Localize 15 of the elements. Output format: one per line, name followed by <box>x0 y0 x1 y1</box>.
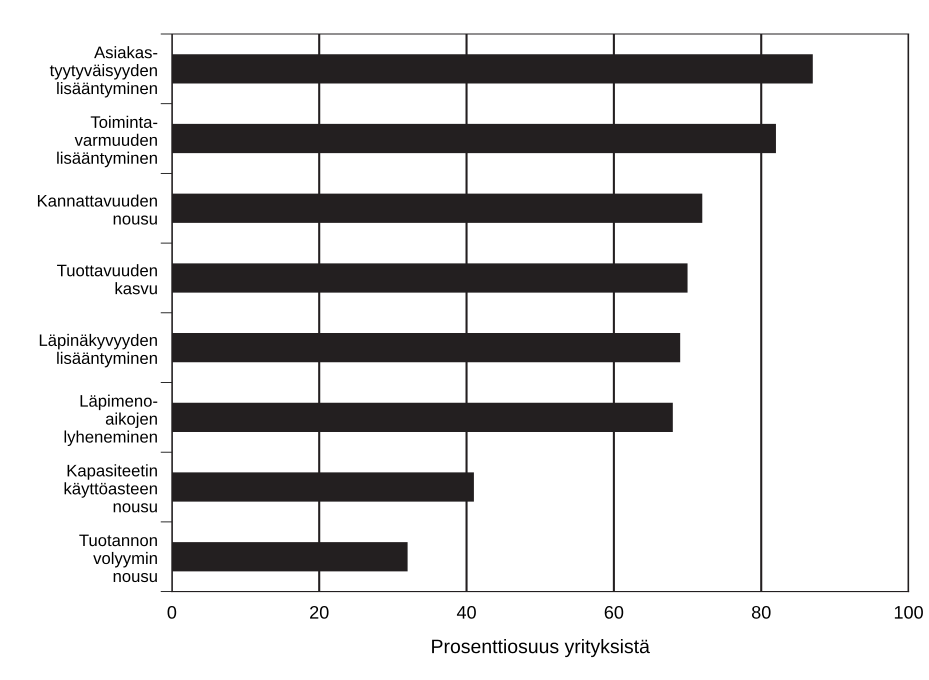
x-tick-label: 80 <box>752 606 771 619</box>
y-tick-label: Toiminta- varmuuden lisääntyminen <box>57 116 158 168</box>
x-tick-label: 100 <box>894 606 923 619</box>
y-tick-label: Kapasiteetin käyttöasteen nousu <box>64 464 157 512</box>
y-tick-label: Tuotannon volyymin nousu <box>79 534 157 582</box>
y-tick-label: Läpinäkyvyyden lisääntyminen <box>40 334 157 368</box>
y-tick-label: Asiakas- tyytyväisyyden lisääntyminen <box>50 46 158 98</box>
x-axis-title: Prosenttiosuus yrityksistä <box>432 638 650 658</box>
x-tick-label: 60 <box>604 606 624 619</box>
x-tick-label: 20 <box>310 606 329 619</box>
y-tick-label: Läpimeno- aikojen lyheneminen <box>64 394 158 446</box>
y-tick-label: Kannattavuuden nousu <box>38 194 157 225</box>
x-tick-label: 40 <box>456 606 476 619</box>
y-tick-label: Tuottavuuden kasvu <box>57 264 157 294</box>
x-tick-label: 0 <box>168 606 176 619</box>
